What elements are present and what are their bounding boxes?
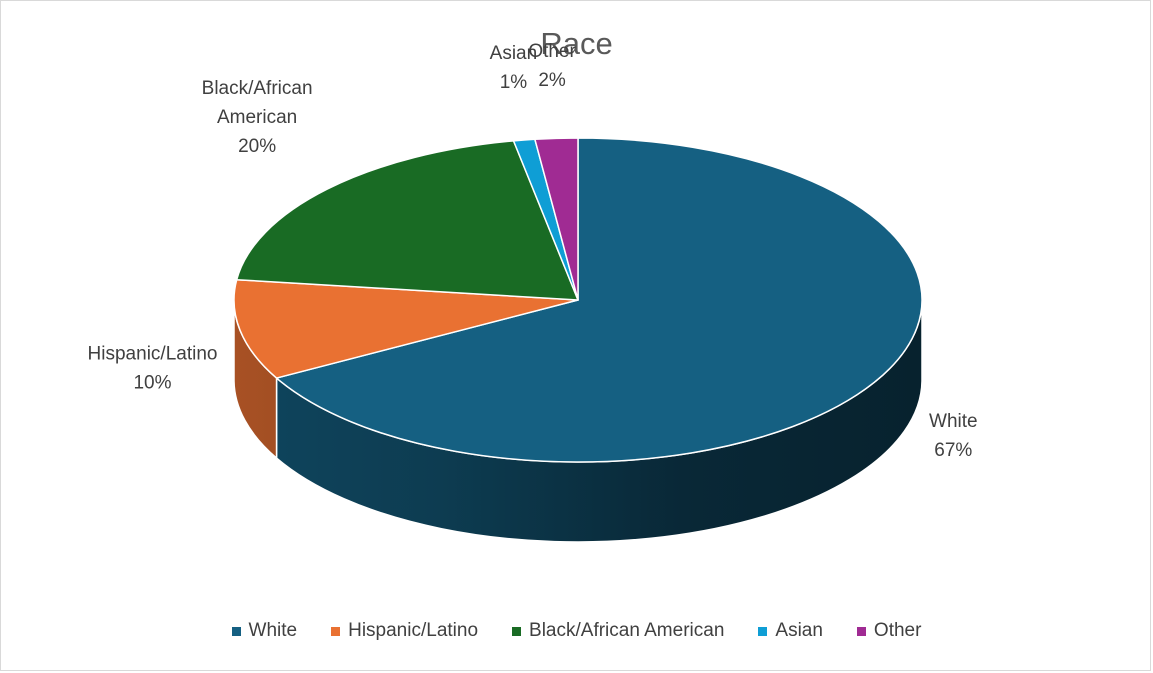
legend-label: Other	[873, 620, 922, 641]
legend-swatch	[331, 626, 341, 636]
legend-item-asian[interactable]: Asian	[758, 620, 823, 642]
legend-label: Hispanic/Latino	[348, 620, 479, 641]
legend-label: Asian	[775, 620, 823, 641]
data-label-hispanic-latino: Hispanic/Latino 10%	[88, 343, 218, 393]
chart-legend: White Hispanic/Latino Black/African Americ…	[0, 620, 1153, 642]
data-labels: White 67% Hispanic/Latino 10% Black/African A…	[88, 41, 978, 461]
slice-other[interactable]	[534, 137, 579, 301]
slice-black-african-american[interactable]	[235, 140, 579, 301]
legend-item-other[interactable]: Other	[856, 620, 922, 642]
legend-item-white[interactable]: White	[231, 620, 298, 642]
data-label-other: Other 2%	[528, 41, 576, 91]
legend-label: White	[248, 620, 298, 641]
legend-swatch	[758, 626, 768, 636]
legend-item-hispanic-latino[interactable]: Hispanic/Latino	[331, 620, 478, 642]
slice-hispanic-latino[interactable]	[233, 278, 579, 379]
legend-swatch	[231, 626, 241, 636]
data-label-black-african-american: Black/African American 20%	[202, 78, 313, 157]
legend-swatch	[856, 626, 866, 636]
chart-title: Race	[540, 26, 613, 61]
legend-swatch	[512, 626, 522, 636]
slice-white[interactable]	[275, 137, 923, 463]
data-label-asian: Asian 1%	[490, 43, 538, 93]
pie-slices	[233, 137, 923, 463]
legend-label: Black/African American	[529, 620, 725, 641]
legend-item-black-african-american[interactable]: Black/African American	[512, 620, 724, 642]
data-label-white: White 67%	[929, 411, 978, 461]
